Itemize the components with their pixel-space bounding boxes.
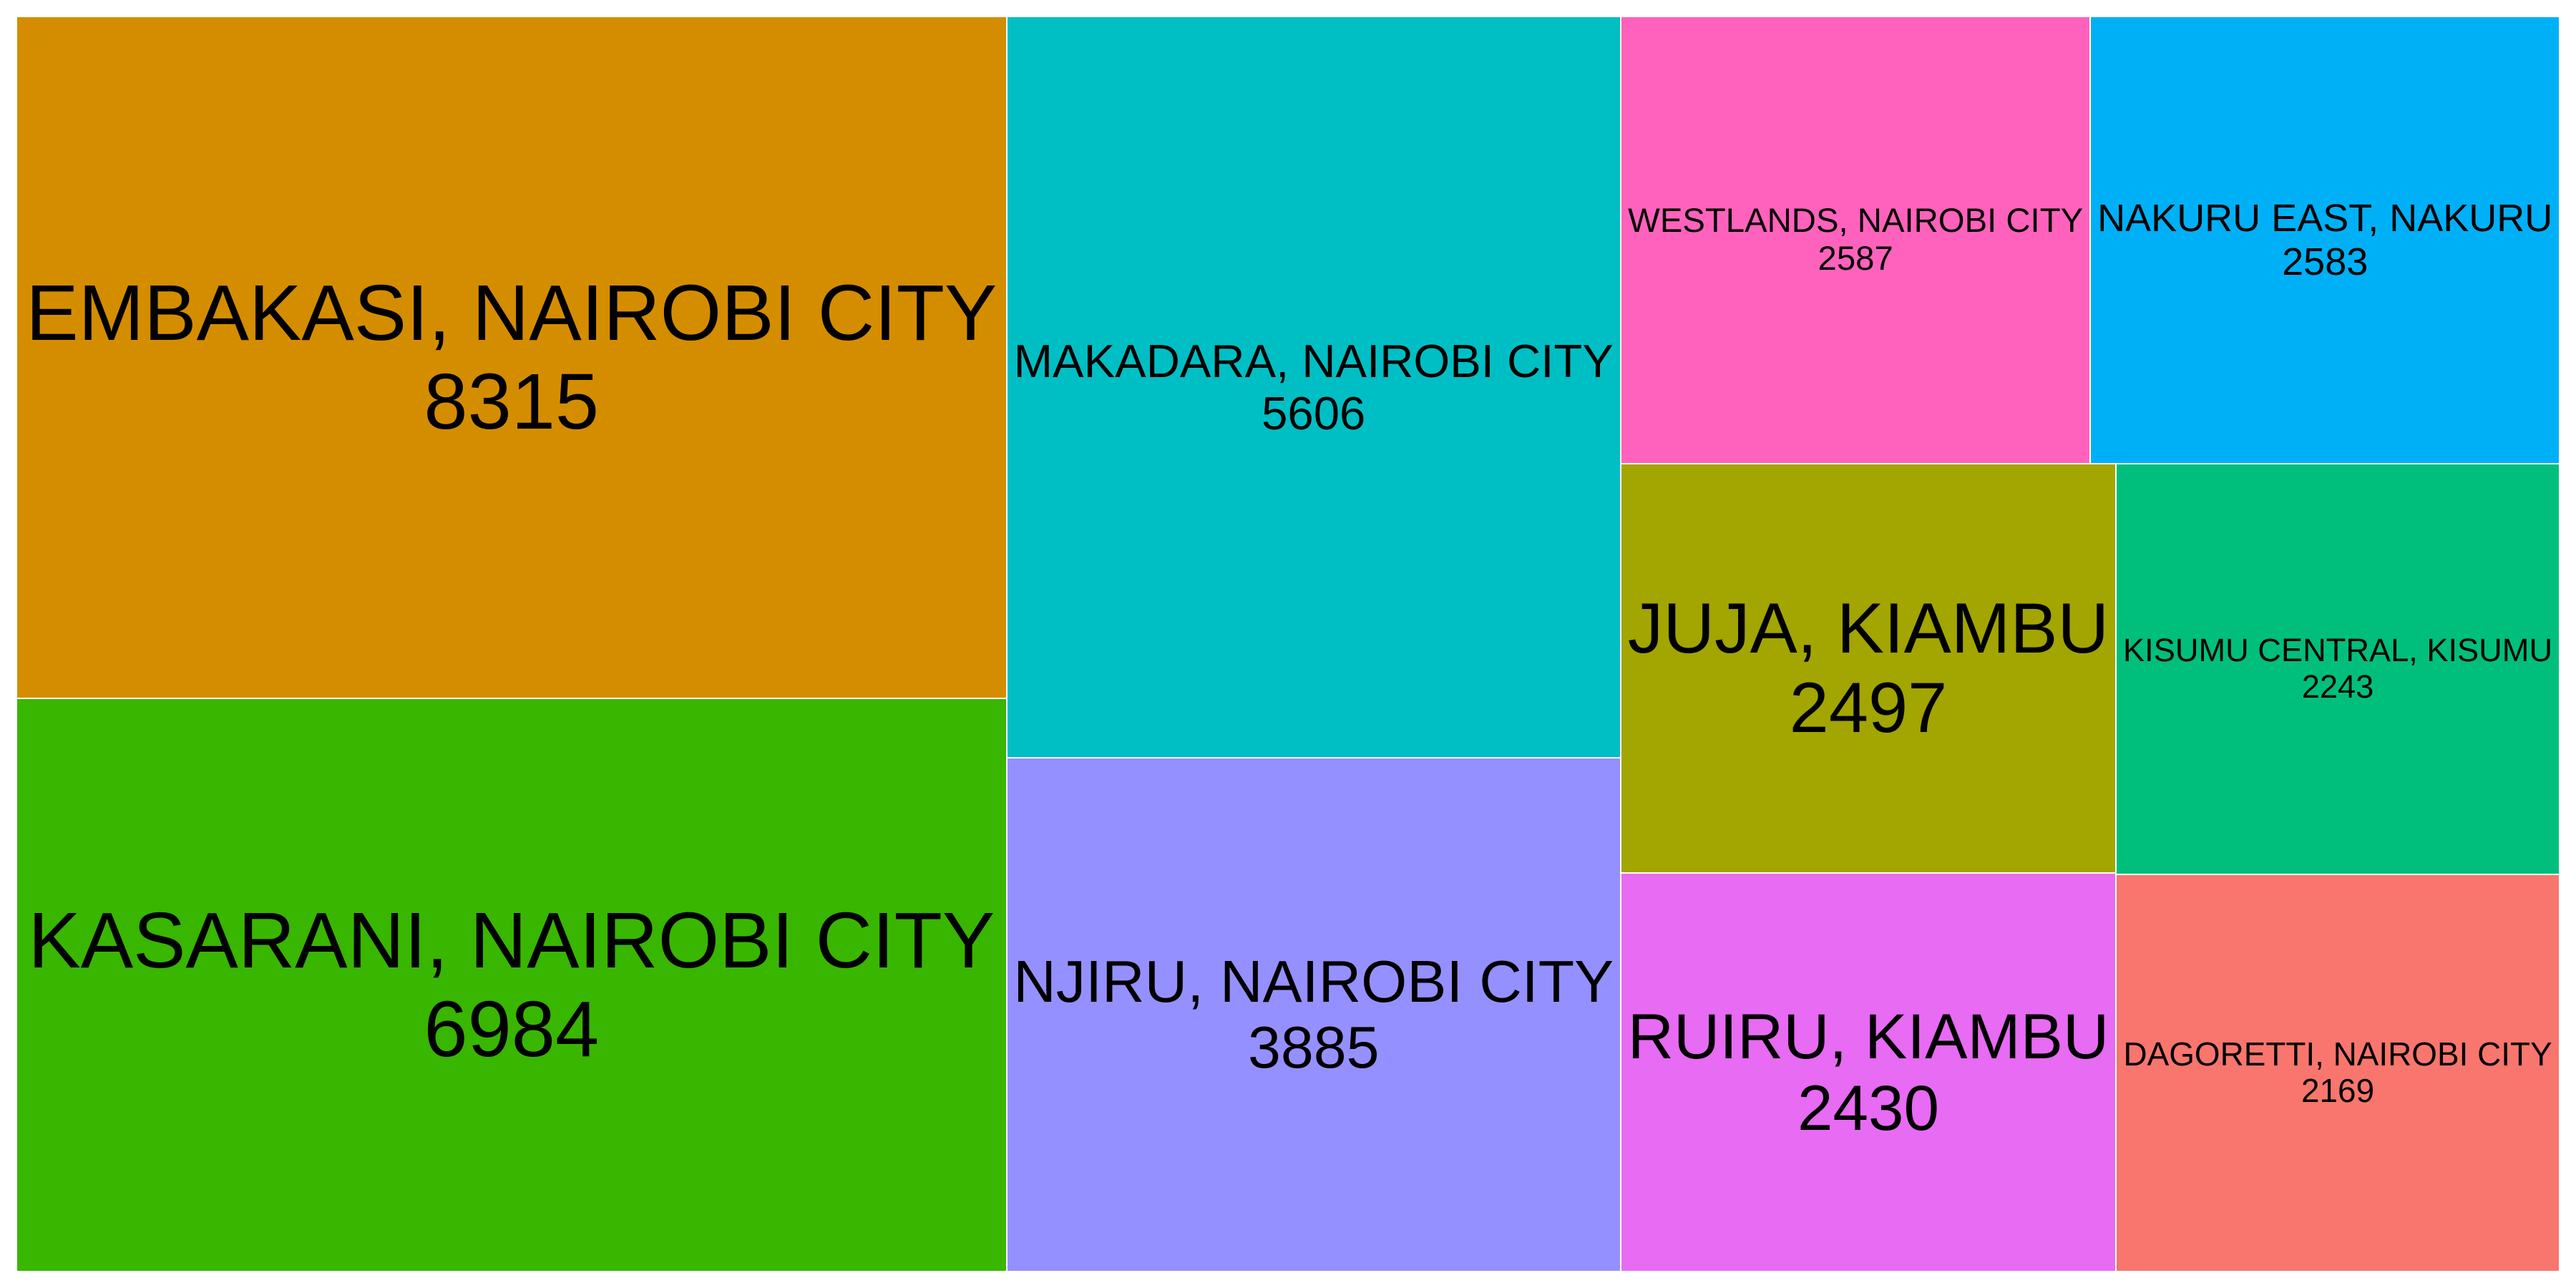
tile-value: 2497 bbox=[1789, 668, 1948, 748]
tile-value: 3885 bbox=[1247, 1015, 1380, 1080]
tile-name: JUJA, KIAMBU bbox=[1627, 588, 2109, 668]
tile-value: 2169 bbox=[2301, 1072, 2375, 1110]
tile-juja-kiambu: JUJA, KIAMBU 2497 bbox=[1620, 464, 2117, 874]
tile-kasarani-nairobi-city: KASARANI, NAIROBI CITY 6984 bbox=[16, 698, 1007, 1272]
treemap-chart: EMBAKASI, NAIROBI CITY 8315 KASARANI, NAIR… bbox=[16, 16, 2560, 1272]
tile-value: 2583 bbox=[2282, 240, 2368, 283]
tile-label: WESTLANDS, NAIROBI CITY 2587 bbox=[1628, 201, 2084, 278]
tile-ruiru-kiambu: RUIRU, KIAMBU 2430 bbox=[1620, 873, 2117, 1272]
tile-name: EMBAKASI, NAIROBI CITY bbox=[26, 269, 997, 358]
tile-name: KASARANI, NAIROBI CITY bbox=[28, 897, 995, 985]
tile-label: NAKURU EAST, NAKURU 2583 bbox=[2097, 197, 2552, 283]
tile-dagoretti-nairobi-city: DAGORETTI, NAIROBI CITY 2169 bbox=[2116, 874, 2560, 1272]
tile-value: 8315 bbox=[424, 357, 600, 446]
tile-value: 2587 bbox=[1818, 239, 1893, 278]
tile-value: 2243 bbox=[2301, 668, 2374, 705]
tile-label: NJIRU, NAIROBI CITY 3885 bbox=[1013, 949, 1614, 1081]
tile-name: NAKURU EAST, NAKURU bbox=[2097, 197, 2553, 240]
tile-name: DAGORETTI, NAIROBI CITY bbox=[2123, 1035, 2552, 1073]
tile-njiru-nairobi-city: NJIRU, NAIROBI CITY 3885 bbox=[1006, 758, 1621, 1272]
tile-embakasi-nairobi-city: EMBAKASI, NAIROBI CITY 8315 bbox=[16, 16, 1007, 699]
tile-value: 2430 bbox=[1797, 1071, 1939, 1143]
tile-name: NJIRU, NAIROBI CITY bbox=[1013, 948, 1614, 1015]
tile-label: JUJA, KIAMBU 2497 bbox=[1628, 589, 2109, 748]
tile-name: MAKADARA, NAIROBI CITY bbox=[1013, 334, 1614, 387]
tile-makadara-nairobi-city: MAKADARA, NAIROBI CITY 5606 bbox=[1006, 16, 1621, 758]
tile-label: EMBAKASI, NAIROBI CITY 8315 bbox=[26, 269, 997, 445]
tile-label: RUIRU, KIAMBU 2430 bbox=[1627, 1000, 2109, 1143]
tile-label: KISUMU CENTRAL, KISUMU 2243 bbox=[2123, 633, 2552, 705]
tile-label: MAKADARA, NAIROBI CITY 5606 bbox=[1014, 335, 1614, 439]
tile-name: KISUMU CENTRAL, KISUMU bbox=[2123, 632, 2553, 669]
tile-value: 5606 bbox=[1262, 387, 1366, 439]
tile-nakuru-east-nakuru: NAKURU EAST, NAKURU 2583 bbox=[2090, 16, 2560, 464]
tile-label: KASARANI, NAIROBI CITY 6984 bbox=[28, 897, 995, 1073]
tile-kisumu-central-kisumu: KISUMU CENTRAL, KISUMU 2243 bbox=[2116, 464, 2560, 874]
tile-name: WESTLANDS, NAIROBI CITY bbox=[1628, 201, 2084, 240]
tile-westlands-nairobi-city: WESTLANDS, NAIROBI CITY 2587 bbox=[1620, 16, 2091, 464]
tile-name: RUIRU, KIAMBU bbox=[1627, 1000, 2109, 1072]
tile-label: DAGORETTI, NAIROBI CITY 2169 bbox=[2123, 1035, 2552, 1110]
tile-value: 6984 bbox=[424, 985, 600, 1073]
